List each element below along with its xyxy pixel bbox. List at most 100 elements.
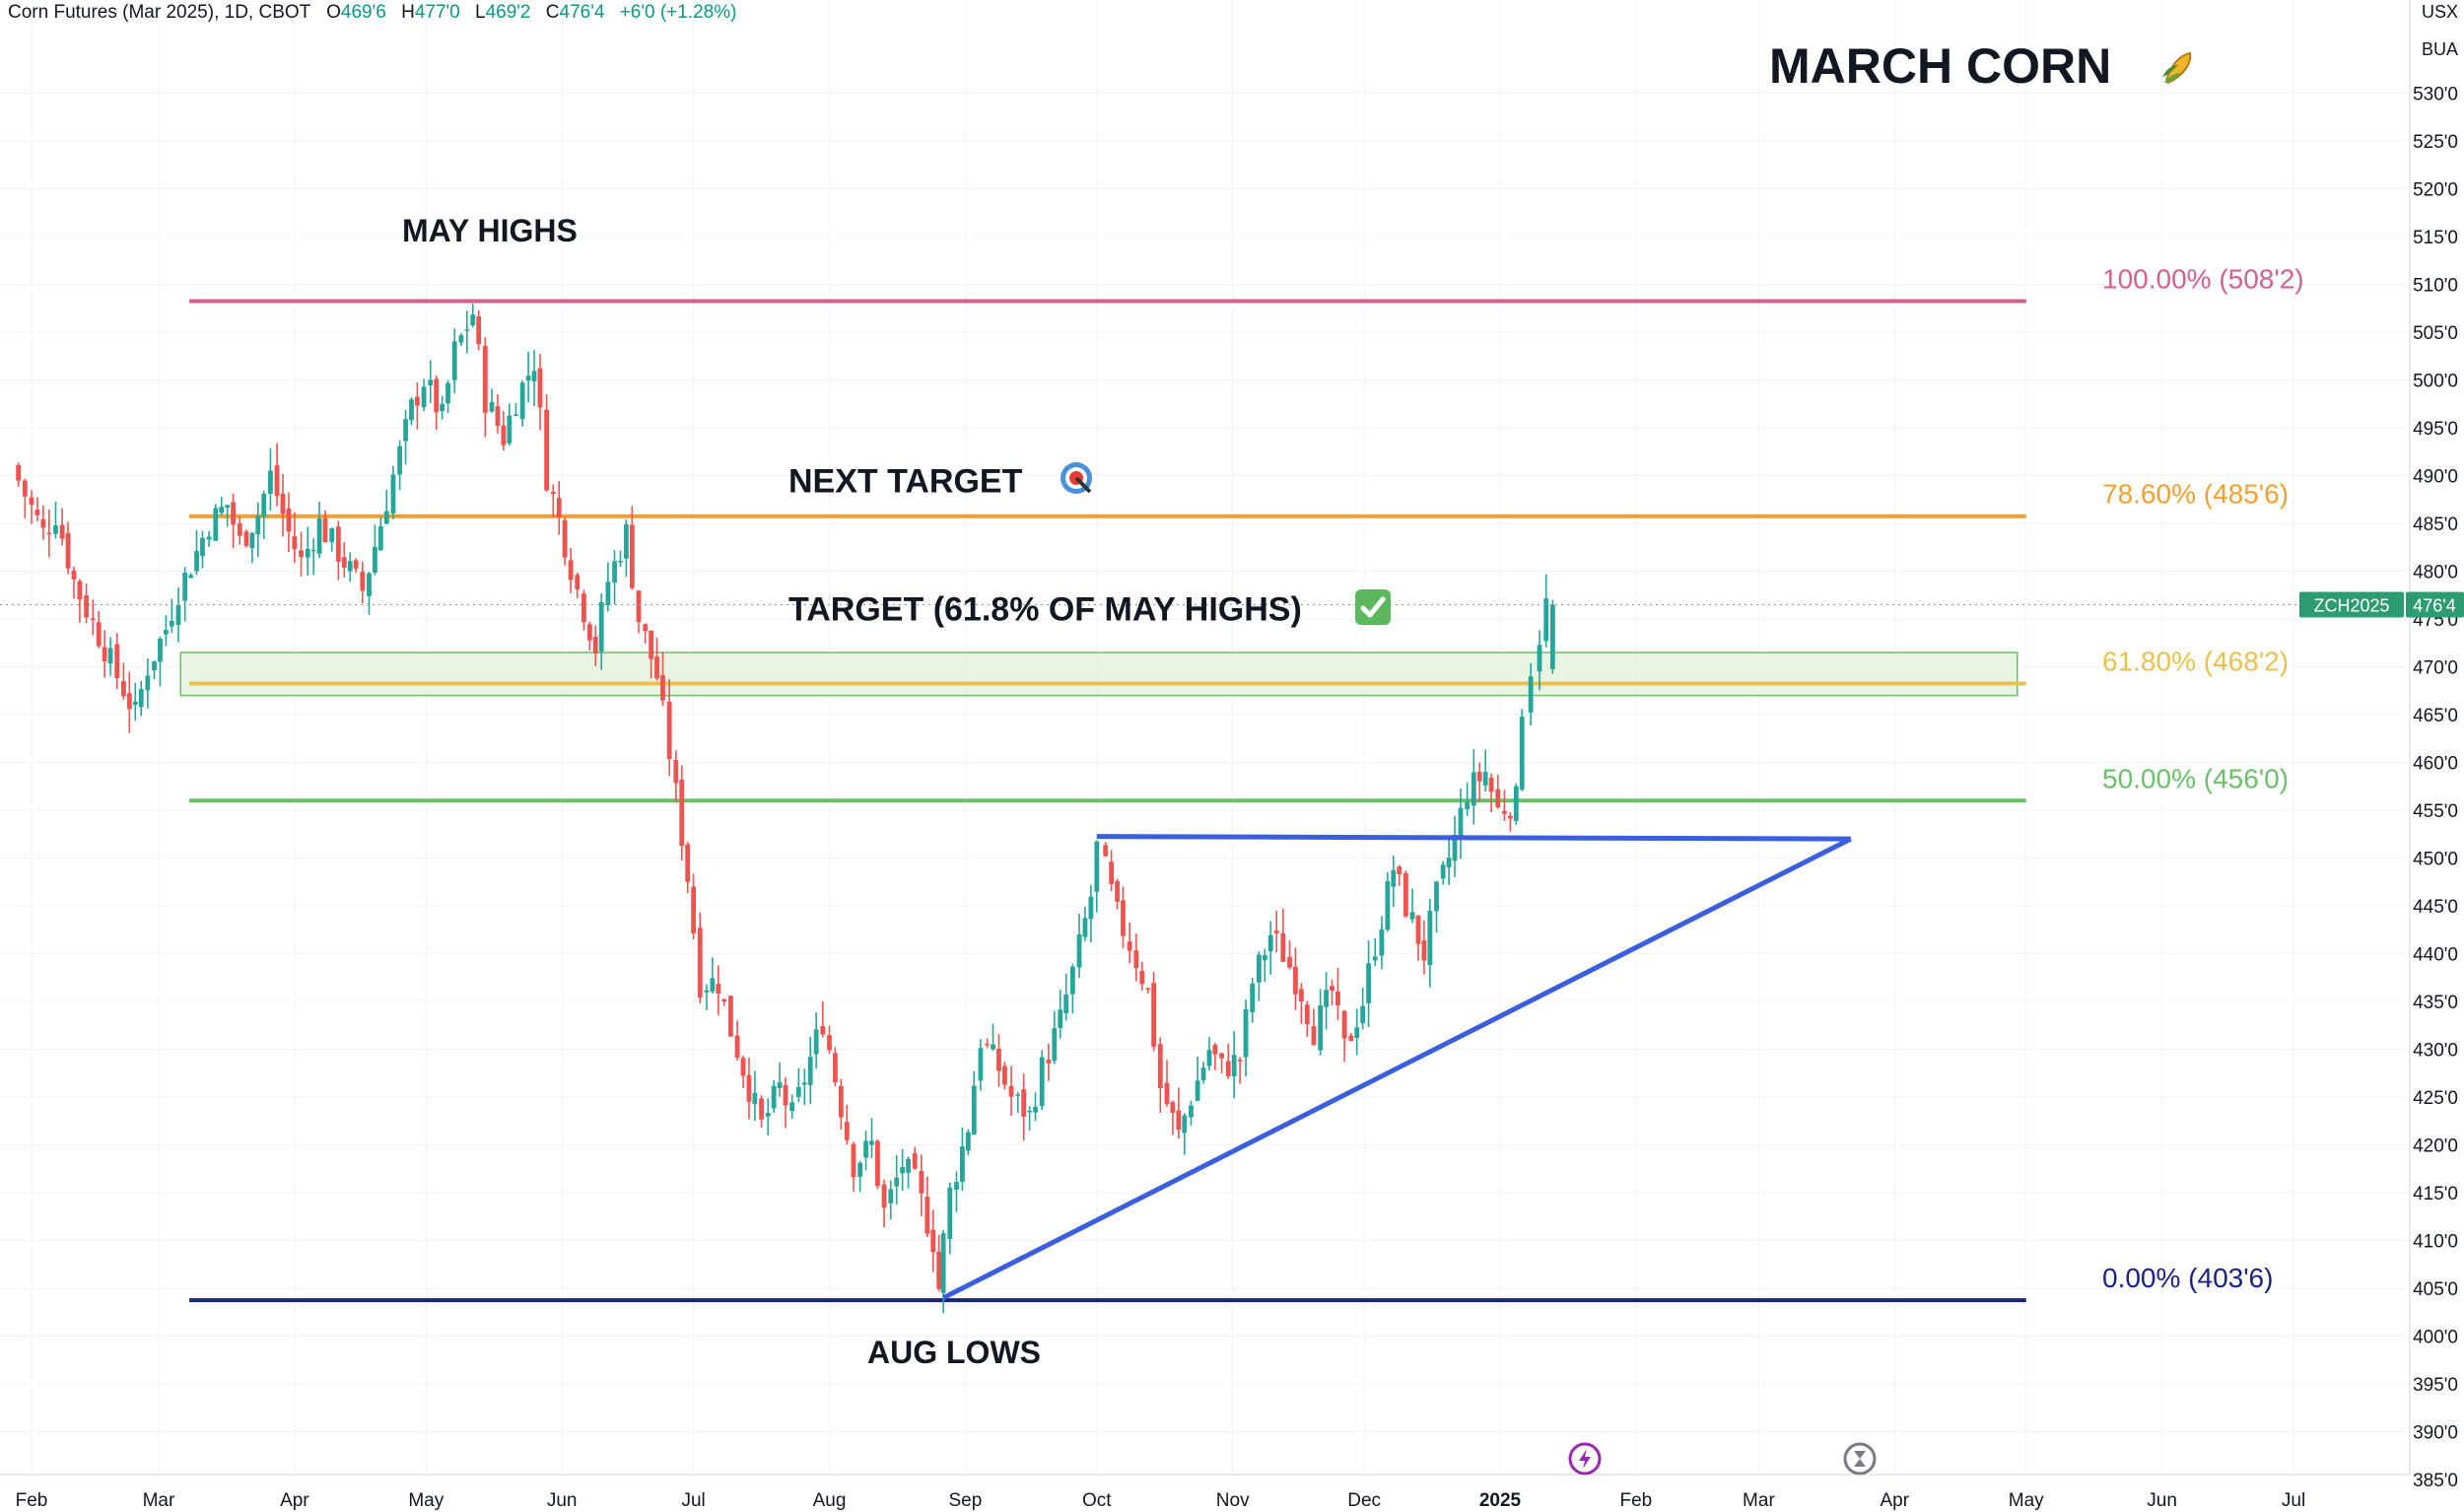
candle-body	[783, 1084, 788, 1106]
candle-body	[1250, 983, 1256, 1012]
candle-body	[537, 368, 543, 408]
candle-body	[1528, 676, 1534, 713]
candle-body	[660, 674, 665, 701]
y-tick-label: 435'0	[2413, 993, 2458, 1013]
symbol-header[interactable]: Corn Futures (Mar 2025), 1D, CBOT O469'6…	[8, 2, 737, 23]
candle-body	[954, 1182, 959, 1190]
candle-body	[1311, 1025, 1317, 1046]
candle-body	[1002, 1065, 1007, 1085]
lightning-icon[interactable]	[1567, 1441, 1603, 1481]
candle-body	[200, 537, 205, 557]
candle-body	[1287, 956, 1292, 968]
candle-body	[1366, 963, 1371, 1003]
fib-level-label: 0.00% (403'6)	[2102, 1263, 2273, 1293]
candle-body	[586, 624, 592, 641]
y-tick-label: 440'0	[2413, 945, 2458, 966]
candle-body	[1103, 845, 1109, 857]
candle-body	[947, 1187, 953, 1240]
y-tick-label: 445'0	[2413, 897, 2458, 918]
x-tick-label: Jul	[2282, 1490, 2305, 1511]
open-value: 469'6	[340, 2, 386, 23]
candle-body	[1164, 1082, 1170, 1105]
fib-retracement: 100.00% (508'2) 78.60% (485'6) 61.80% (468…	[189, 263, 2304, 1303]
candle-body	[801, 1082, 807, 1085]
candle-body	[996, 1049, 1001, 1071]
candle-body	[1039, 1057, 1045, 1107]
candle-body	[1082, 918, 1088, 937]
candle-body	[1397, 866, 1403, 874]
candle-body	[507, 415, 513, 444]
candle-body	[1304, 1004, 1310, 1025]
candle-body	[930, 1229, 936, 1253]
x-tick-label: May	[2009, 1490, 2044, 1511]
candle-body	[353, 560, 359, 569]
candle-body	[1476, 772, 1482, 782]
candle-body	[679, 779, 685, 847]
candle-body	[213, 508, 219, 541]
currency-unit[interactable]: USX	[2421, 2, 2458, 22]
hourglass-icon[interactable]	[1842, 1441, 1878, 1481]
candle-body	[383, 511, 389, 524]
candle-body	[550, 491, 556, 495]
y-tick-label: 515'0	[2413, 228, 2458, 248]
candle-body	[721, 998, 727, 1002]
candle-body	[163, 630, 169, 635]
candle-body	[1458, 807, 1464, 840]
candle-body	[1052, 1028, 1058, 1062]
candle-body	[562, 519, 568, 558]
candle-body	[985, 1043, 991, 1046]
candle-body	[126, 693, 132, 710]
candle-body	[415, 396, 420, 406]
candle-body	[175, 604, 181, 625]
x-tick-label: Feb	[1620, 1490, 1653, 1511]
candle-body	[280, 493, 286, 515]
candle-body	[53, 525, 58, 534]
x-tick-label: Feb	[16, 1490, 48, 1511]
x-tick-label: Nov	[1216, 1490, 1250, 1511]
candle-body	[501, 425, 507, 446]
chart-title: MARCH CORN	[1769, 37, 2198, 99]
candlestick-series	[16, 304, 1555, 1314]
candle-body	[59, 524, 65, 539]
candle-body	[237, 522, 242, 536]
candle-body	[231, 502, 236, 525]
candle-body	[322, 517, 328, 543]
candle-body	[1225, 1061, 1231, 1076]
y-tick-label: 385'0	[2413, 1471, 2458, 1491]
candle-body	[65, 532, 71, 569]
candle-body	[16, 465, 22, 481]
candle-body	[22, 480, 28, 497]
candle-body	[710, 978, 716, 992]
candle-body	[971, 1085, 977, 1135]
candle-body	[1076, 933, 1082, 968]
candle-body	[1231, 1055, 1237, 1077]
candle-body	[1256, 954, 1262, 983]
candle-body	[1482, 772, 1488, 786]
x-tick-label: Dec	[1347, 1490, 1381, 1511]
candle-body	[654, 656, 659, 679]
candle-body	[844, 1122, 850, 1140]
candle-body	[875, 1140, 880, 1187]
candle-body	[274, 465, 280, 497]
candle-body	[1318, 1005, 1324, 1051]
candle-body	[1015, 1094, 1021, 1096]
candle-body	[1507, 815, 1513, 819]
candle-body	[495, 406, 501, 426]
candle-body	[936, 1251, 942, 1289]
candle-body	[152, 660, 157, 671]
candle-body	[673, 759, 679, 784]
candle-body	[451, 341, 457, 380]
candle-body	[888, 1189, 894, 1203]
next-target-label: NEXT TARGET	[788, 461, 1095, 506]
candle-body	[906, 1158, 911, 1173]
candle-body	[1189, 1105, 1194, 1118]
y-tick-label: 495'0	[2413, 419, 2458, 440]
candle-body	[940, 1233, 946, 1293]
candle-body	[820, 1026, 826, 1035]
quantity-unit[interactable]: BUA	[2421, 39, 2458, 59]
candle-body	[759, 1098, 764, 1120]
candle-body	[373, 546, 377, 573]
candle-body	[1046, 1060, 1052, 1064]
candle-body	[292, 536, 298, 550]
